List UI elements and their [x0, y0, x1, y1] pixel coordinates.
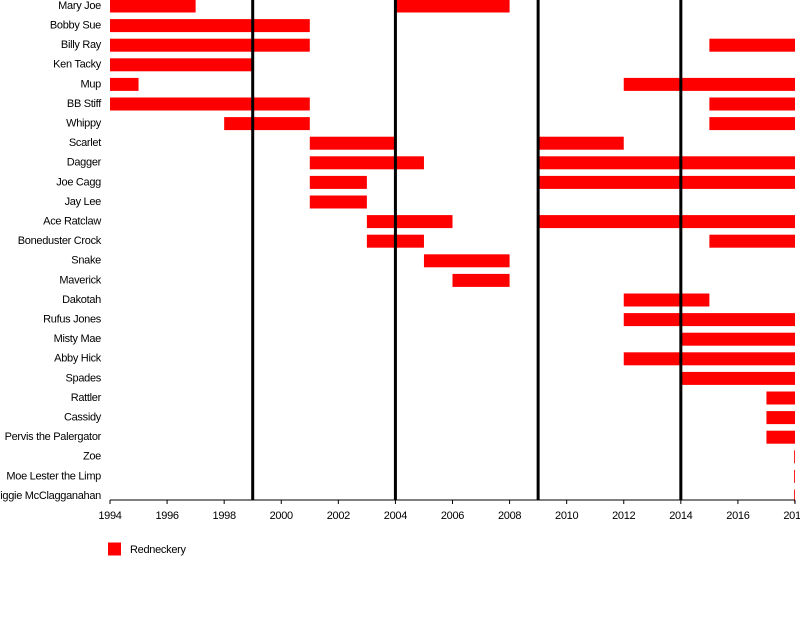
y-tick-label: Abby Hick: [54, 353, 102, 365]
y-tick-label: Rattler: [71, 392, 102, 404]
y-tick-label: BB Stiff: [67, 98, 102, 110]
bar: [110, 38, 310, 52]
bar: [766, 391, 795, 405]
y-tick-label: Jay Lee: [65, 196, 102, 208]
bar: [766, 430, 795, 444]
bar: [709, 117, 795, 131]
bar: [623, 77, 795, 91]
bar: [794, 469, 795, 483]
x-tick-label: 2010: [555, 510, 578, 522]
bar: [623, 293, 710, 307]
y-tick-label: Rufus Jones: [43, 314, 102, 326]
bar: [538, 156, 795, 170]
y-tick-label: Dakotah: [62, 294, 101, 306]
bar: [110, 0, 196, 13]
y-tick-label: Maverick: [59, 274, 101, 286]
y-tick-label: Cassidy: [64, 412, 102, 424]
y-tick-label: Figgie McClagganahan: [0, 490, 101, 502]
bar: [709, 38, 795, 52]
x-tick-label: 2000: [270, 510, 293, 522]
bar: [110, 77, 139, 91]
bar: [709, 234, 795, 248]
bar: [452, 273, 510, 287]
bar: [766, 411, 795, 425]
bar: [309, 195, 367, 209]
legend-label: Redneckery: [130, 544, 186, 556]
x-tick-label: 1996: [155, 510, 178, 522]
x-tick-label: 2014: [669, 510, 692, 522]
y-tick-label: Misty Mae: [54, 333, 102, 345]
bar: [309, 156, 424, 170]
x-tick-label: 2012: [612, 510, 635, 522]
bar: [110, 19, 310, 33]
bar: [623, 352, 795, 366]
y-tick-label: Boneduster Crock: [18, 235, 102, 247]
bar: [309, 136, 396, 150]
x-tick-label: 2018: [783, 510, 800, 522]
x-tick-label: 2006: [441, 510, 464, 522]
x-tick-label: 1998: [213, 510, 236, 522]
bar: [110, 97, 310, 111]
bar: [395, 0, 510, 13]
legend-swatch: [108, 542, 121, 556]
y-tick-label: Zoe: [83, 451, 101, 463]
y-tick-label: Ace Ratclaw: [43, 216, 101, 228]
y-tick-label: Scarlet: [69, 137, 101, 149]
y-tick-label: Mary Joe: [58, 0, 101, 12]
y-tick-label: Billy Ray: [61, 39, 102, 51]
y-tick-label: Mup: [81, 78, 102, 90]
bar: [623, 313, 795, 327]
bar: [423, 254, 510, 268]
x-tick-label: 2008: [498, 510, 521, 522]
bar: [794, 489, 795, 503]
bar: [309, 175, 367, 189]
bar: [538, 215, 795, 229]
x-tick-label: 2004: [384, 510, 407, 522]
bar: [709, 97, 795, 111]
y-tick-label: Snake: [71, 255, 101, 267]
y-tick-label: Whippy: [66, 118, 102, 130]
y-tick-label: Dagger: [67, 157, 102, 169]
y-tick-label: Ken Tacky: [53, 59, 102, 71]
bar: [538, 175, 795, 189]
bar: [794, 450, 795, 464]
y-tick-label: Moe Lester the Limp: [6, 470, 101, 482]
y-tick-label: Spades: [65, 372, 101, 384]
bar: [224, 117, 310, 131]
bar: [680, 332, 795, 346]
bar: [538, 136, 624, 150]
bar: [680, 371, 795, 385]
y-tick-label: Bobby Sue: [50, 20, 101, 32]
y-tick-label: Pervis the Palergator: [5, 431, 102, 443]
bar: [110, 58, 253, 72]
y-tick-label: Joe Cagg: [56, 176, 101, 188]
x-tick-label: 2002: [327, 510, 350, 522]
bar: [366, 215, 453, 229]
x-tick-label: 1994: [98, 510, 121, 522]
x-tick-label: 2016: [726, 510, 749, 522]
